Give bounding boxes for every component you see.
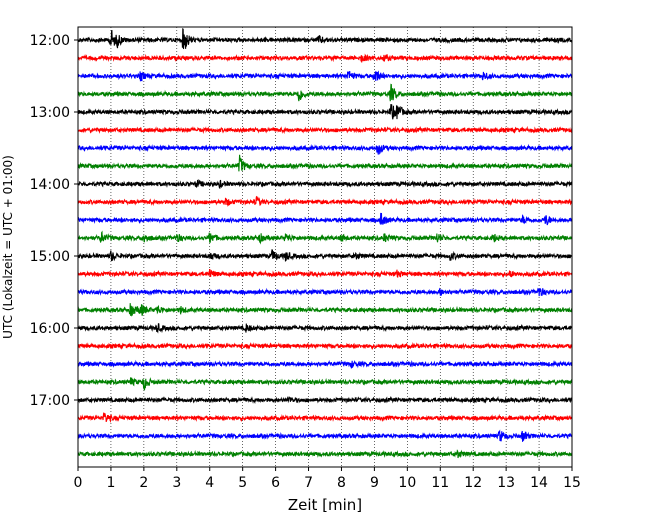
trace-1200 bbox=[77, 27, 573, 50]
trace-1545 bbox=[77, 303, 573, 317]
grid-lines bbox=[110, 27, 540, 467]
trace-1615 bbox=[77, 341, 573, 351]
trace-1745 bbox=[77, 449, 573, 459]
trace-1715 bbox=[77, 412, 573, 423]
trace-1430 bbox=[77, 212, 573, 226]
trace-1330 bbox=[77, 143, 573, 155]
y-axis-label: UTC (Lokalzeit = UTC + 01:00) bbox=[1, 155, 15, 339]
trace-1445 bbox=[77, 230, 573, 245]
trace-1400 bbox=[77, 178, 573, 189]
x-tick-label: 11 bbox=[431, 475, 449, 491]
y-axis-ticks: 12:00 13:00 14:00 15:00 16:00 17:00 bbox=[30, 33, 78, 409]
x-tick-label: 13 bbox=[497, 475, 515, 491]
y-tick-label: 14:00 bbox=[30, 177, 70, 193]
trace-1345 bbox=[77, 154, 573, 172]
x-tick-label: 14 bbox=[530, 475, 548, 491]
y-tick-label: 16:00 bbox=[30, 321, 70, 337]
x-tick-label: 6 bbox=[271, 475, 280, 491]
trace-1730 bbox=[77, 429, 573, 442]
x-tick-label: 7 bbox=[304, 475, 313, 491]
trace-1415 bbox=[77, 195, 573, 207]
x-tick-label: 3 bbox=[172, 475, 181, 491]
x-tick-label: 15 bbox=[563, 475, 581, 491]
y-tick-label: 13:00 bbox=[30, 105, 70, 121]
y-tick-label: 12:00 bbox=[30, 33, 70, 49]
trace-1315 bbox=[77, 125, 573, 135]
x-tick-label: 2 bbox=[139, 475, 148, 491]
trace-1700 bbox=[77, 395, 573, 405]
trace-1500 bbox=[77, 248, 573, 262]
trace-1215 bbox=[77, 53, 573, 63]
trace-1515 bbox=[77, 268, 573, 278]
x-axis-label: Zeit [min] bbox=[288, 496, 362, 514]
x-tick-label: 12 bbox=[464, 475, 482, 491]
trace-1600 bbox=[77, 323, 573, 334]
x-tick-label: 4 bbox=[205, 475, 214, 491]
x-tick-label: 8 bbox=[337, 475, 346, 491]
y-tick-label: 17:00 bbox=[30, 393, 70, 409]
x-tick-label: 5 bbox=[238, 475, 247, 491]
plot-frame bbox=[77, 26, 573, 468]
trace-1530 bbox=[77, 287, 573, 297]
x-tick-label: 0 bbox=[74, 475, 83, 491]
trace-1245 bbox=[77, 83, 573, 102]
trace-1645 bbox=[77, 377, 573, 391]
x-tick-label: 10 bbox=[398, 475, 416, 491]
trace-1300 bbox=[77, 104, 573, 120]
x-tick-label: 1 bbox=[106, 475, 115, 491]
x-tick-label: 9 bbox=[370, 475, 379, 491]
trace-1230 bbox=[77, 70, 573, 82]
trace-1630 bbox=[77, 359, 573, 369]
x-axis-ticks: 0 1 2 3 4 5 6 7 8 9 10 11 12 13 14 15 bbox=[74, 467, 581, 491]
y-tick-label: 15:00 bbox=[30, 249, 70, 265]
seismic-traces bbox=[77, 27, 573, 459]
